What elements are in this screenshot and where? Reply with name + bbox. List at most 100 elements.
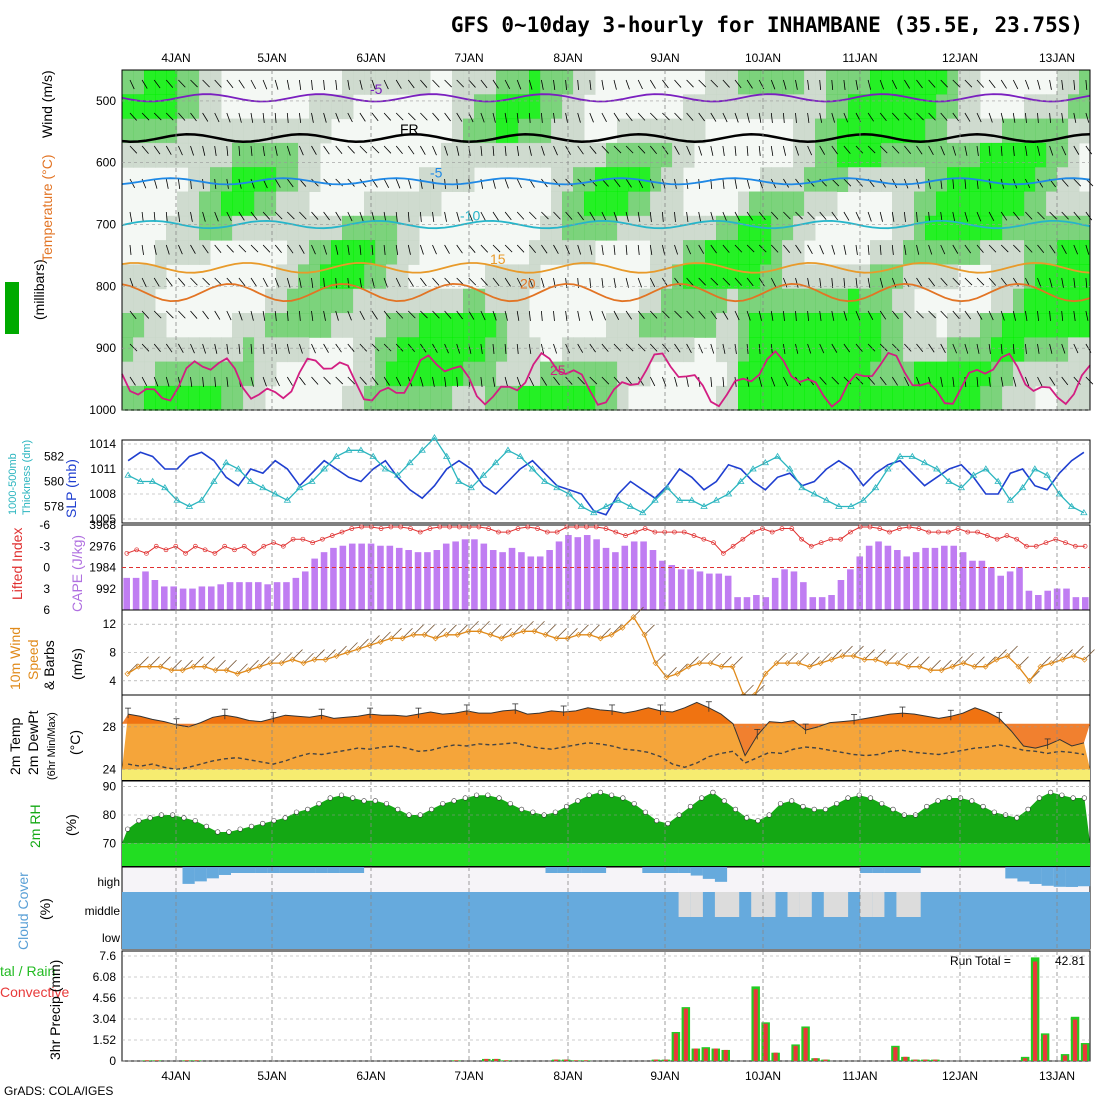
rh-cell [771, 385, 783, 411]
wind-barb [311, 310, 314, 321]
rh-cell [903, 385, 915, 411]
rh-cell [1057, 313, 1069, 338]
wind-barb [746, 112, 750, 123]
thickness-point [528, 465, 537, 472]
wind-barb [383, 79, 389, 90]
wind-barb [166, 310, 174, 319]
rh-cell [1035, 94, 1047, 120]
wind-barb [565, 244, 570, 255]
wind-barb [988, 79, 996, 89]
rh-cell [969, 142, 981, 168]
wind-point [487, 631, 494, 638]
cape-bar [1025, 590, 1033, 610]
rh-cell [738, 313, 750, 338]
rh-cell [551, 70, 563, 95]
wind-barb [178, 145, 183, 156]
wind-barb [798, 652, 809, 664]
wind-barb [323, 244, 328, 255]
date-label-top: 4JAN [161, 51, 190, 65]
li-point [339, 529, 345, 535]
rh-cell [375, 215, 387, 241]
wind-barb [468, 79, 476, 88]
wind-barb [625, 310, 632, 320]
li-point [701, 536, 707, 542]
wind-barb [904, 211, 906, 222]
wind-barb [916, 79, 923, 89]
cape-bar [377, 545, 384, 610]
wind-barb [165, 79, 174, 88]
rh-cell [1046, 118, 1058, 144]
rh-cell [870, 313, 882, 338]
rh-cell [353, 70, 365, 95]
wind-barb [1073, 343, 1079, 354]
li-point [222, 543, 228, 549]
wind-barb [964, 244, 972, 254]
rh-cell [903, 142, 915, 168]
wind-barb [214, 310, 221, 320]
cape-bar [442, 543, 450, 610]
rh-cell [892, 264, 904, 290]
wind-barb [359, 112, 366, 122]
rh-cell [364, 337, 376, 363]
rh-cell [628, 142, 640, 168]
cape-bar [696, 571, 704, 610]
rh-cell [606, 142, 618, 168]
rh-cell [1046, 288, 1058, 314]
wind-barb [424, 624, 435, 636]
wind-barb [787, 652, 798, 664]
rh-cell [859, 118, 871, 144]
cape-bar [311, 558, 318, 610]
wind-barb [250, 310, 254, 321]
wind-barb [577, 79, 579, 90]
rh-cell [925, 118, 937, 144]
rh-cell [1013, 142, 1025, 168]
thickness-point [590, 508, 598, 516]
li-point [642, 526, 648, 531]
rh-cell [738, 264, 750, 290]
rh-cell [144, 94, 156, 120]
rh-cell [1079, 215, 1091, 241]
rh-cell [760, 288, 772, 314]
rh-cell [386, 191, 398, 217]
wind-barb [637, 244, 640, 255]
wind-barb [202, 244, 209, 254]
wind-barb [964, 112, 971, 122]
wind-barb [371, 145, 380, 154]
rh-cell [573, 142, 585, 168]
rh-cell [485, 337, 497, 363]
rh-cell [617, 385, 629, 411]
rh-cell [936, 70, 948, 95]
rh-cell [980, 240, 992, 265]
rh-cell [276, 191, 288, 217]
rh-cell [518, 94, 530, 120]
rh-cell [639, 142, 651, 168]
rh-cell [914, 240, 926, 265]
rh-cell [177, 118, 189, 144]
wind-barb [556, 628, 567, 639]
date-label-bottom: 13JAN [1039, 1069, 1075, 1083]
wind-barb [686, 343, 692, 353]
wind-point [168, 667, 175, 674]
wind-barb [395, 343, 404, 352]
wind-barb [446, 624, 457, 636]
cloud-high-cell [908, 867, 921, 873]
wind-barb [299, 145, 304, 156]
thickness-point [406, 458, 414, 466]
rh-cell [177, 337, 189, 363]
rh-cell [694, 240, 706, 265]
wind-barb [879, 145, 888, 154]
rh-cell [419, 167, 431, 192]
rh-cell [243, 313, 255, 338]
rh-cell [177, 191, 189, 217]
wind-barb [783, 112, 785, 123]
wind-barb [444, 211, 447, 222]
rh-point [665, 820, 671, 827]
wind-barb [831, 310, 835, 321]
rh-area [122, 792, 1090, 844]
rh-cell [287, 118, 299, 144]
rh-cell [892, 70, 904, 95]
thickness-tick: 578 [44, 500, 64, 514]
rh-cell [804, 215, 816, 241]
rh-cell [727, 240, 739, 265]
wind-barb [202, 310, 209, 320]
